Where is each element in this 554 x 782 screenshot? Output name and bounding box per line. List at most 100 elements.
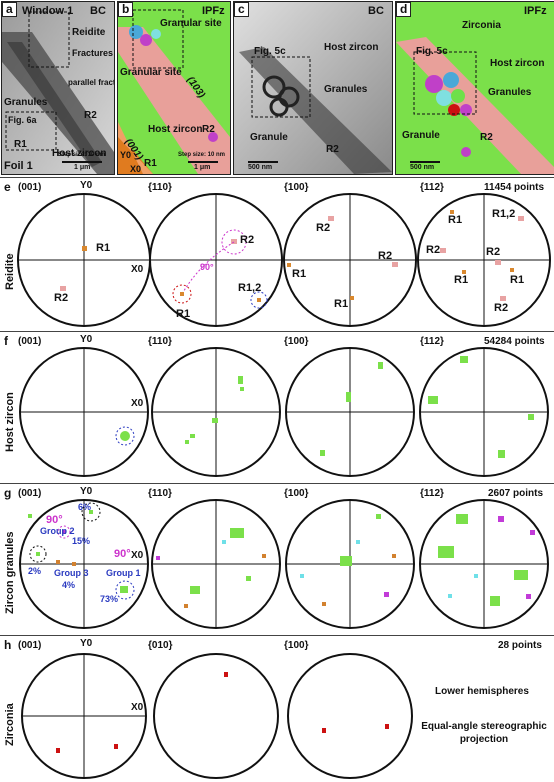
- e3-note-r2a: R2: [426, 244, 441, 256]
- e3-note-r2b: R2: [486, 246, 501, 258]
- panel-b-letter: b: [118, 2, 134, 17]
- e3-note-r12: R1,2: [492, 208, 516, 220]
- panel-c-label-r2: R2: [326, 144, 339, 155]
- panel-d-label-zirconia: Zirconia: [462, 20, 501, 31]
- stereonet-f-1: [151, 347, 281, 477]
- panel-c-label-host: Host zircon: [324, 42, 379, 53]
- panel-d-letter: d: [396, 2, 412, 17]
- e2-note-r2a: R2: [316, 222, 331, 234]
- row-g-nets: [19, 499, 549, 629]
- panel-d-label-r2: R2: [480, 132, 493, 143]
- g0-note-6: 6%: [78, 502, 92, 512]
- row-f-pole-1: {110}: [148, 336, 172, 347]
- panel-a-label-granules: Granules: [4, 97, 48, 108]
- row-h-points: 28 points: [498, 640, 542, 651]
- panel-d-label-host: Host zircon: [490, 58, 545, 69]
- panel-b-label-r2: R2: [202, 124, 215, 135]
- panel-b-label-r1: R1: [144, 158, 157, 169]
- panel-d: d IPFz Zirconia Fig. 5c Host zircon Gran…: [395, 1, 554, 175]
- panel-d-mode: IPFz: [524, 5, 547, 17]
- row-h-pole-1: {010}: [148, 640, 173, 651]
- g0-note-group2: Group 2: [40, 526, 75, 536]
- stereonet-h-0: [21, 653, 147, 779]
- row-g-pole-3: {112}: [420, 488, 444, 499]
- panel-c-label-fig5c: Fig. 5c: [254, 46, 286, 57]
- stereonet-e-0: [17, 193, 151, 327]
- row-f-axis-y: Y0: [80, 334, 93, 345]
- row-g-pole-2: {100}: [284, 488, 309, 499]
- e3-note-r1c: R1: [510, 274, 525, 286]
- panel-b-scale: 1 μm: [194, 164, 211, 171]
- panel-a-label-foil: Foil 1: [4, 160, 33, 172]
- legend-projection: Equal-angle stereographic projection: [421, 721, 547, 745]
- stereonet-g-1: [151, 499, 281, 629]
- panel-a-label-parallel: parallel fractures: [68, 78, 114, 87]
- row-g-pole-1: {110}: [148, 488, 172, 499]
- row-f-letter: f: [4, 334, 8, 348]
- e3-note-r1b: R1: [454, 274, 469, 286]
- row-h-pole-2: {100}: [284, 640, 309, 651]
- panel-b-label-host: Host zircon: [148, 124, 203, 135]
- row-f-nets: [19, 347, 549, 477]
- row-f-pole-2: {100}: [284, 336, 309, 347]
- row-g-points: 2607 points: [488, 488, 544, 499]
- e1-note-r1: R1: [176, 308, 191, 320]
- panel-c-mode: BC: [368, 5, 384, 17]
- panel-c-label-granule: Granule: [250, 132, 288, 143]
- g0-note-2: 2%: [28, 566, 42, 576]
- row-h-letter: h: [4, 638, 12, 652]
- stereonet-g-0: [19, 499, 149, 629]
- row-e-axis-x: X0: [131, 264, 144, 275]
- panel-d-label-granules: Granules: [488, 87, 532, 98]
- row-e-letter: e: [4, 180, 11, 194]
- e3-note-r2c: R2: [494, 302, 509, 314]
- stereonet-f-0: [19, 347, 149, 477]
- row-e-nets: [17, 193, 551, 327]
- row-f: f Host zircon 54284 points (001) {110} {…: [0, 331, 554, 480]
- g0-note-90b: 90°: [114, 548, 131, 560]
- panel-c-image: [234, 2, 392, 174]
- row-f-pole-0: (001): [18, 336, 42, 347]
- row-h: h Zirconia 28 points (001) {010} {100} Y…: [0, 635, 554, 782]
- g0-note-group1: Group 1: [106, 568, 141, 578]
- e1-note-90: 90°: [200, 262, 214, 272]
- stereonet-e-2: [283, 193, 417, 327]
- stereonet-h-1: [153, 653, 279, 779]
- stereonet-g-2: [285, 499, 415, 629]
- row-g-letter: g: [4, 486, 12, 500]
- stereonet-f-3: [419, 347, 549, 477]
- e0-note-r1: R1: [96, 242, 111, 254]
- panel-a-label-host: Host zircon: [52, 148, 107, 159]
- row-e-pole-0: (001): [18, 182, 42, 193]
- row-h-axis-y: Y0: [80, 638, 93, 649]
- row-h-nets: [21, 653, 413, 779]
- panel-b-label-x0: X0: [130, 164, 142, 174]
- e3-note-r1a: R1: [448, 214, 463, 226]
- row-g-axis-x: X0: [131, 550, 144, 561]
- panel-c: c BC Fig. 5c Host zircon Granules Granul…: [233, 1, 393, 175]
- panel-a-label-fig6a: Fig. 6a: [8, 115, 37, 125]
- row-h-axis-x: X0: [131, 702, 144, 713]
- row-h-pole-0: (001): [18, 640, 42, 651]
- legend-hemispheres: Lower hemispheres: [435, 686, 529, 697]
- panel-a-label-reidite: Reidite: [72, 27, 106, 38]
- panel-c-label-granules: Granules: [324, 84, 368, 95]
- row-g-pole-0: (001): [18, 488, 42, 499]
- panel-a-label-r2: R2: [84, 110, 97, 121]
- panel-b-image: [118, 2, 230, 174]
- e0-r2-dot: [60, 286, 66, 291]
- panel-b: b IPFz Granular site Granular site (103)…: [117, 1, 231, 175]
- panel-a-letter: a: [2, 2, 17, 17]
- row-e-pole-3: {112}: [420, 182, 444, 193]
- e2-note-r2b: R2: [378, 250, 393, 262]
- e0-r1-dot: [82, 246, 87, 251]
- panel-d-image: [396, 2, 554, 174]
- row-e-pole-1: {110}: [148, 182, 172, 193]
- panel-a: a Window 1 BC Reidite Fractures parallel…: [1, 1, 115, 175]
- panel-b-mode: IPFz: [202, 5, 225, 17]
- g0-note-group3: Group 3: [54, 568, 89, 578]
- panel-b-step: Step size: 10 nm: [178, 152, 226, 158]
- panel-a-mode: BC: [90, 5, 106, 17]
- row-g-axis-y: Y0: [80, 486, 93, 497]
- panel-b-label-granular2: Granular site: [120, 67, 182, 78]
